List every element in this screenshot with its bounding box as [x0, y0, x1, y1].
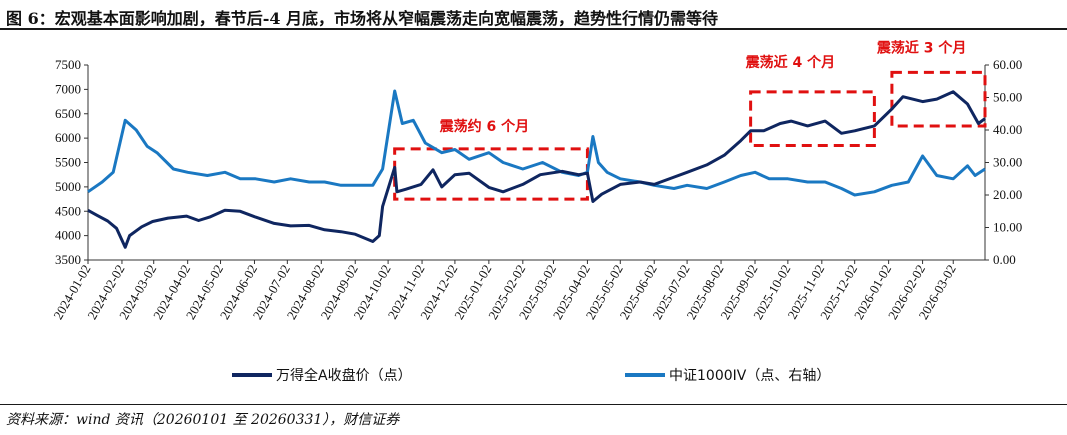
annotation-label: 震荡近 4 个月	[745, 54, 836, 71]
y-right-tick-label: 0.00	[993, 252, 1016, 267]
bottom-divider	[0, 404, 1067, 405]
y-left-tick-label: 7000	[55, 81, 81, 96]
figure-title-bar: 图 6：宏观基本面影响加剧，春节后-4 月底，市场将从窄幅震荡走向宽幅震荡，趋势…	[0, 0, 1067, 30]
figure-title: 图 6：宏观基本面影响加剧，春节后-4 月底，市场将从窄幅震荡走向宽幅震荡，趋势…	[6, 9, 719, 28]
legend-label: 万得全A收盘价（点）	[276, 367, 412, 384]
y-left-tick-label: 6000	[55, 130, 81, 145]
y-left-tick-label: 7500	[55, 57, 81, 72]
chart-series	[87, 89, 986, 249]
annotation-label: 震荡近 3 个月	[876, 39, 967, 56]
y-right-tick-label: 50.00	[993, 90, 1022, 105]
chart-legend: 万得全A收盘价（点） 中证1000IV（点、右轴）	[232, 367, 830, 384]
annotation-label: 震荡约 6 个月	[439, 118, 529, 135]
annotation-box	[890, 70, 987, 128]
legend-label: 中证1000IV（点、右轴）	[669, 368, 830, 384]
line-chart: 3500 4000 4500 5000 5500 6000 6500 7000 7500 0.00…	[50, 39, 1022, 384]
y-right-tick-label: 20.00	[993, 187, 1022, 202]
chart-annotations: 震荡约 6 个月 震荡近 4 个月 震荡近 3 个月	[393, 39, 987, 201]
y-left-tick-label: 6500	[55, 106, 81, 121]
y-left-tick-label: 3500	[55, 252, 81, 267]
annotation-box	[749, 90, 876, 147]
y-left-tick-label: 5000	[55, 179, 81, 194]
y-right-tick-label: 60.00	[993, 57, 1022, 72]
series-line	[87, 90, 986, 249]
annotation-box	[393, 147, 589, 201]
source-note: 资料来源：wind 资讯（20260101 至 20260331），财信证券	[6, 412, 400, 428]
y-right-tick-label: 40.00	[993, 122, 1022, 137]
y-right-tick-label: 30.00	[993, 155, 1022, 170]
y-left-tick-label: 4000	[55, 228, 81, 243]
y-left-tick-label: 4500	[55, 203, 81, 218]
series-line	[87, 89, 986, 197]
y-left-tick-label: 5500	[55, 155, 81, 170]
y-right-tick-label: 10.00	[993, 220, 1022, 235]
